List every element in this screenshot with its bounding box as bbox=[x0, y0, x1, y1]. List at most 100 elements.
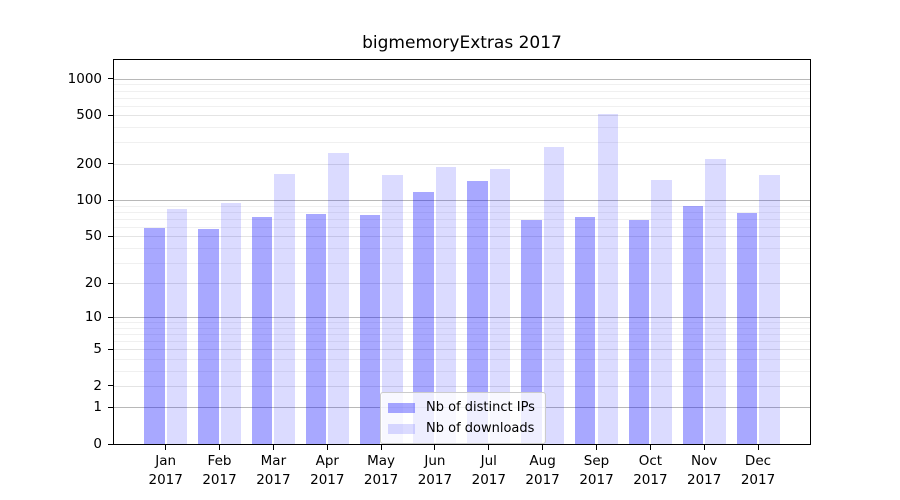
bar-ips-may bbox=[359, 215, 381, 444]
gridline-800 bbox=[114, 90, 810, 92]
x-label-year-sep: 2017 bbox=[579, 472, 614, 488]
x-tick-jul bbox=[488, 445, 490, 450]
x-label-month-oct: Oct bbox=[638, 453, 663, 469]
legend-item-distinct-ips: Nb of distinct IPs bbox=[388, 398, 538, 417]
bar-downloads-jan bbox=[166, 209, 188, 444]
x-tick-apr bbox=[326, 445, 328, 450]
x-tick-oct bbox=[649, 445, 651, 450]
x-tick-mar bbox=[272, 445, 274, 450]
x-tick-jan bbox=[165, 445, 167, 450]
gridline-20 bbox=[114, 283, 810, 285]
x-label-dec: Dec 2017 bbox=[741, 452, 775, 490]
gridline-90 bbox=[114, 205, 810, 207]
x-tick-may bbox=[380, 445, 382, 450]
gridline-50 bbox=[114, 236, 810, 238]
y-tick-5 bbox=[108, 348, 113, 350]
x-label-month-dec: Dec bbox=[744, 453, 772, 469]
legend-label-downloads: Nb of downloads bbox=[426, 421, 535, 436]
x-label-month-aug: Aug bbox=[529, 453, 556, 469]
x-tick-feb bbox=[219, 445, 220, 450]
bar-ips-jun bbox=[413, 191, 434, 444]
gridline-7 bbox=[114, 334, 810, 336]
x-label-year-apr: 2017 bbox=[310, 472, 345, 488]
bar-downloads-feb bbox=[220, 202, 242, 444]
bar-ips-oct bbox=[628, 219, 650, 444]
y-tick-1000 bbox=[108, 78, 113, 80]
x-label-year-aug: 2017 bbox=[525, 472, 560, 488]
x-tick-sep bbox=[596, 445, 597, 450]
gridline-60 bbox=[114, 226, 810, 228]
y-tick-label-2: 2 bbox=[93, 377, 102, 394]
bar-ips-nov bbox=[682, 206, 704, 444]
gridlines-layer bbox=[114, 60, 810, 444]
x-label-month-jun: Jun bbox=[424, 453, 446, 469]
x-label-year-jul: 2017 bbox=[471, 472, 506, 488]
legend-swatch-distinct-ips bbox=[388, 402, 415, 413]
bar-ips-dec bbox=[736, 213, 758, 444]
bar-downloads-aug bbox=[543, 146, 565, 444]
x-label-month-feb: Feb bbox=[207, 453, 232, 469]
x-label-month-jul: Jul bbox=[480, 453, 497, 469]
gridline-30 bbox=[114, 262, 810, 264]
gridline-1000 bbox=[114, 78, 810, 80]
bar-downloads-mar bbox=[274, 173, 295, 444]
x-label-nov: Nov 2017 bbox=[687, 452, 721, 490]
gridline-5 bbox=[114, 349, 810, 351]
y-tick-label-0: 0 bbox=[93, 436, 102, 452]
gridline-70 bbox=[114, 218, 810, 220]
gridline-700 bbox=[114, 97, 810, 99]
gridline-6 bbox=[114, 341, 810, 343]
gridline-8 bbox=[114, 327, 810, 329]
bar-downloads-dec bbox=[759, 174, 780, 444]
x-label-month-mar: Mar bbox=[260, 453, 287, 469]
y-tick-500 bbox=[108, 114, 113, 116]
x-label-mar: Mar 2017 bbox=[256, 452, 290, 490]
gridline-500 bbox=[114, 115, 810, 117]
x-tick-dec bbox=[757, 445, 759, 450]
x-label-year-nov: 2017 bbox=[687, 472, 722, 488]
x-label-jan: Jan 2017 bbox=[149, 452, 183, 490]
gridline-400 bbox=[114, 127, 810, 129]
y-tick-50 bbox=[108, 235, 113, 237]
x-tick-aug bbox=[542, 445, 544, 450]
bar-ips-mar bbox=[251, 216, 273, 444]
x-label-sep: Sep 2017 bbox=[579, 452, 613, 490]
x-label-year-jun: 2017 bbox=[417, 472, 453, 488]
y-tick-label-1000: 1000 bbox=[67, 70, 102, 87]
gridline-300 bbox=[114, 142, 810, 144]
x-tick-nov bbox=[703, 445, 705, 450]
chart-title: bigmemoryExtras 2017 bbox=[362, 33, 562, 53]
legend-swatch-downloads bbox=[388, 423, 415, 434]
bar-downloads-jul bbox=[489, 168, 511, 444]
gridline-40 bbox=[114, 247, 810, 249]
y-tick-label-20: 20 bbox=[84, 275, 102, 292]
x-label-month-apr: Apr bbox=[315, 453, 339, 469]
x-label-year-jan: 2017 bbox=[148, 472, 183, 488]
x-label-jul: Jul 2017 bbox=[472, 452, 506, 490]
bars-layer bbox=[114, 60, 810, 444]
x-label-month-sep: Sep bbox=[583, 453, 610, 469]
x-label-month-jan: Jan bbox=[155, 453, 177, 469]
bar-downloads-jun bbox=[435, 167, 457, 444]
bar-ips-jan bbox=[144, 227, 165, 444]
gridline-600 bbox=[114, 105, 810, 107]
y-tick-20 bbox=[108, 282, 113, 284]
y-tick-label-50: 50 bbox=[84, 228, 102, 245]
y-tick-1 bbox=[108, 406, 113, 408]
x-label-jun: Jun 2017 bbox=[418, 452, 452, 490]
bar-downloads-oct bbox=[651, 180, 672, 444]
x-label-year-feb: 2017 bbox=[202, 472, 237, 488]
bar-ips-sep bbox=[574, 216, 596, 444]
x-label-apr: Apr 2017 bbox=[310, 452, 344, 490]
bar-ips-aug bbox=[521, 219, 542, 444]
y-tick-0 bbox=[108, 443, 113, 445]
bar-ips-feb bbox=[198, 228, 219, 444]
legend-item-downloads: Nb of downloads bbox=[388, 419, 538, 438]
x-label-year-mar: 2017 bbox=[256, 472, 291, 488]
bar-downloads-may bbox=[382, 175, 403, 444]
bar-ips-apr bbox=[305, 214, 327, 444]
gridline-9 bbox=[114, 322, 810, 324]
bar-downloads-nov bbox=[705, 158, 726, 444]
gridline-4 bbox=[114, 358, 810, 360]
